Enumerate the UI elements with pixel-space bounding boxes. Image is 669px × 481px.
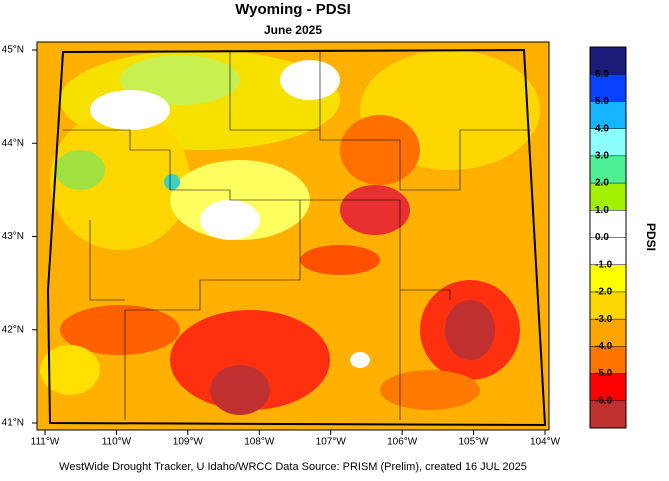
colorbar-label: -2.0 [595,287,613,298]
colorbar-label: 6.0 [595,69,609,80]
colorbar-label: 4.0 [595,123,609,134]
colorbar-bin [590,346,626,374]
colorbar-bin [590,47,626,75]
x-tick-label: 106°W [387,437,418,448]
colorbar-label: 1.0 [595,205,609,216]
footer: WestWide Drought Tracker, U Idaho/WRCC D… [59,461,527,473]
x-tick-label: 110°W [102,437,132,448]
colorbar-bin [590,101,626,129]
x-tick-label: 109°W [173,437,204,448]
colorbar-bin [590,319,626,347]
title: Wyoming - PDSI [235,1,351,18]
colorbar-bin [590,264,626,292]
colorbar-bin [590,237,626,265]
colorbar-bin [590,373,626,401]
colorbar-label: -5.0 [595,368,613,379]
colorbar-bin [590,155,626,184]
x-tick-label: 111°W [31,437,60,448]
subtitle: June 2025 [264,23,322,37]
colorbar-label: 2.0 [595,178,609,189]
map [37,42,549,430]
colorbar-label: -3.0 [595,314,613,325]
colorbar-label: -4.0 [595,341,613,352]
y-tick-label: 41°N [2,418,24,429]
y-tick-label: 45°N [2,45,24,56]
x-tick-label: 107°W [316,437,347,448]
y-tick-label: 43°N [2,231,24,242]
x-axis: 111°W 110°W 109°W 108°W 107°W 106°W 105°W 104°W [31,430,561,448]
colorbar-bin [590,74,626,102]
colorbar-label: 0.0 [595,232,609,243]
colorbar-label: -1.0 [595,259,613,270]
colorbar-bin [590,183,626,211]
x-tick-label: 105°W [459,437,490,448]
y-tick-label: 42°N [2,324,24,335]
y-tick-label: 44°N [2,138,24,149]
colorbar-bin [590,210,626,238]
colorbar-label: -6.0 [595,395,613,406]
colorbar-label: 5.0 [595,96,609,107]
colorbar-bin [590,400,626,428]
colorbar-label: 3.0 [595,150,609,161]
y-axis: 45°N 44°N 43°N 42°N 41°N [2,45,37,429]
x-tick-label: 108°W [244,437,275,448]
colorbar-bin [590,291,626,320]
colorbar: 6.0 5.0 4.0 3.0 2.0 1.0 0.0 -1.0 -2.0 -3.0 -4.0 -5.… [589,46,627,429]
x-tick-label: 104°W [530,437,561,448]
legend-title: PDSI [644,223,658,251]
colorbar-bin [590,128,626,156]
